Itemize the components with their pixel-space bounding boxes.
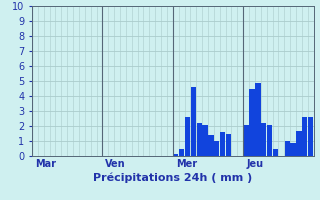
Bar [226,134,231,156]
X-axis label: Précipitations 24h ( mm ): Précipitations 24h ( mm ) [93,173,252,183]
Bar [273,148,278,156]
Bar [249,88,255,156]
Bar [173,154,178,156]
Bar [196,123,202,156]
Bar [267,124,272,156]
Bar [308,117,313,156]
Bar [261,123,266,156]
Bar [291,142,296,156]
Bar [208,135,213,156]
Bar [220,132,225,156]
Bar [302,117,308,156]
Bar [244,124,249,156]
Bar [255,83,260,156]
Bar [284,141,290,156]
Bar [214,141,220,156]
Bar [203,124,208,156]
Bar [179,148,184,156]
Bar [296,130,301,156]
Bar [191,87,196,156]
Bar [185,117,190,156]
